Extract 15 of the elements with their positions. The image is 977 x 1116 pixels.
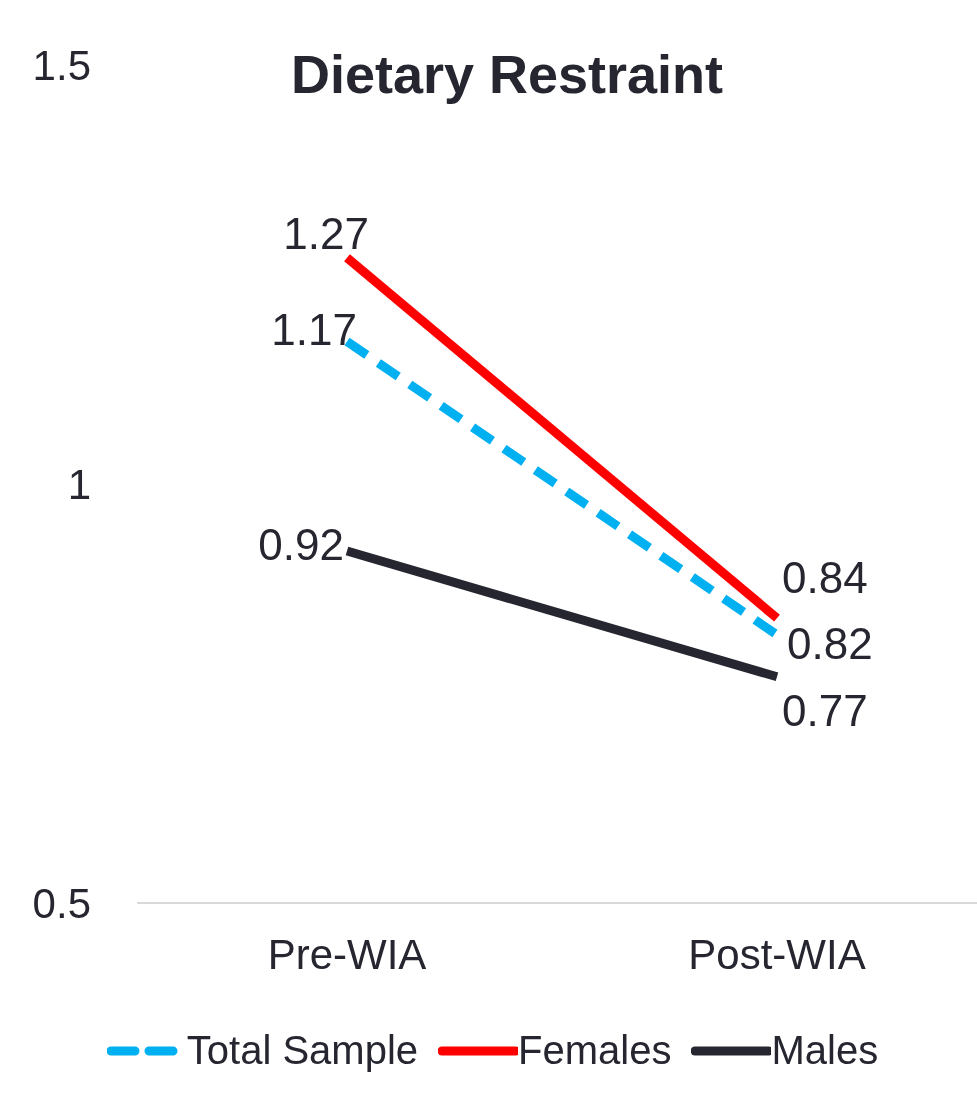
data-label: 1.27 xyxy=(283,209,369,259)
x-tick-label: Post-WIA xyxy=(688,930,866,978)
y-tick-label: 0.5 xyxy=(32,879,91,927)
legend-label: Total Sample xyxy=(186,1028,419,1073)
x-tick-label: Pre-WIA xyxy=(267,930,427,978)
legend-label: Females xyxy=(518,1028,672,1073)
y-tick-label: 1.5 xyxy=(32,41,91,89)
data-label: 1.17 xyxy=(271,305,357,355)
data-label: 0.92 xyxy=(258,519,344,569)
legend-label: Males xyxy=(771,1028,879,1073)
y-tick-label: 1 xyxy=(67,460,91,508)
data-label: 0.82 xyxy=(787,619,873,669)
data-label: 0.77 xyxy=(782,686,868,736)
chart-title: Dietary Restraint xyxy=(289,43,725,105)
data-label: 0.84 xyxy=(782,552,868,602)
